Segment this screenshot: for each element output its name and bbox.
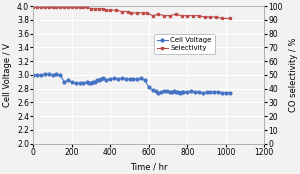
Selectivity [43,6,47,8]
Cell Voltage [32,74,35,76]
Selectivity [55,6,58,8]
Selectivity [130,12,133,14]
Selectivity [168,15,172,17]
Cell Voltage [87,82,91,84]
Selectivity [39,6,43,8]
Selectivity [74,6,77,8]
Selectivity [89,8,93,10]
Selectivity [109,9,112,11]
Selectivity [145,12,149,14]
Y-axis label: CO selectivity / %: CO selectivity / % [289,38,298,112]
Legend: Cell Voltage, Selectivity: Cell Voltage, Selectivity [154,34,214,54]
Selectivity [66,6,70,8]
Selectivity [174,13,178,15]
Selectivity [141,12,145,14]
Selectivity [136,12,139,14]
Selectivity [58,6,62,8]
Selectivity [32,6,35,8]
Line: Selectivity: Selectivity [32,6,231,20]
Selectivity [105,9,108,11]
Cell Voltage [205,91,208,93]
Selectivity [185,15,189,17]
Selectivity [51,6,54,8]
Cell Voltage [101,77,104,79]
Selectivity [114,9,118,11]
Selectivity [78,6,81,8]
Selectivity [97,8,101,10]
Selectivity [151,15,154,17]
Line: Cell Voltage: Cell Voltage [32,73,231,94]
Selectivity [228,17,231,19]
X-axis label: Time / hr: Time / hr [130,163,168,172]
Selectivity [126,10,129,13]
Cell Voltage [82,82,85,84]
Selectivity [208,16,212,18]
Selectivity [214,16,218,18]
Cell Voltage [160,91,163,93]
Selectivity [157,13,160,15]
Selectivity [197,15,201,17]
Selectivity [82,6,85,8]
Selectivity [35,6,39,8]
Selectivity [191,15,195,17]
Cell Voltage [43,73,47,75]
Y-axis label: Cell Voltage / V: Cell Voltage / V [2,43,11,107]
Selectivity [220,17,224,19]
Selectivity [93,8,97,10]
Cell Voltage [228,92,231,94]
Selectivity [70,6,74,8]
Selectivity [47,6,50,8]
Cell Voltage [143,79,147,81]
Selectivity [162,15,166,17]
Selectivity [120,10,124,13]
Selectivity [203,16,206,18]
Selectivity [180,15,183,17]
Cell Voltage [157,92,160,94]
Selectivity [62,6,66,8]
Selectivity [101,8,104,10]
Selectivity [85,6,89,8]
